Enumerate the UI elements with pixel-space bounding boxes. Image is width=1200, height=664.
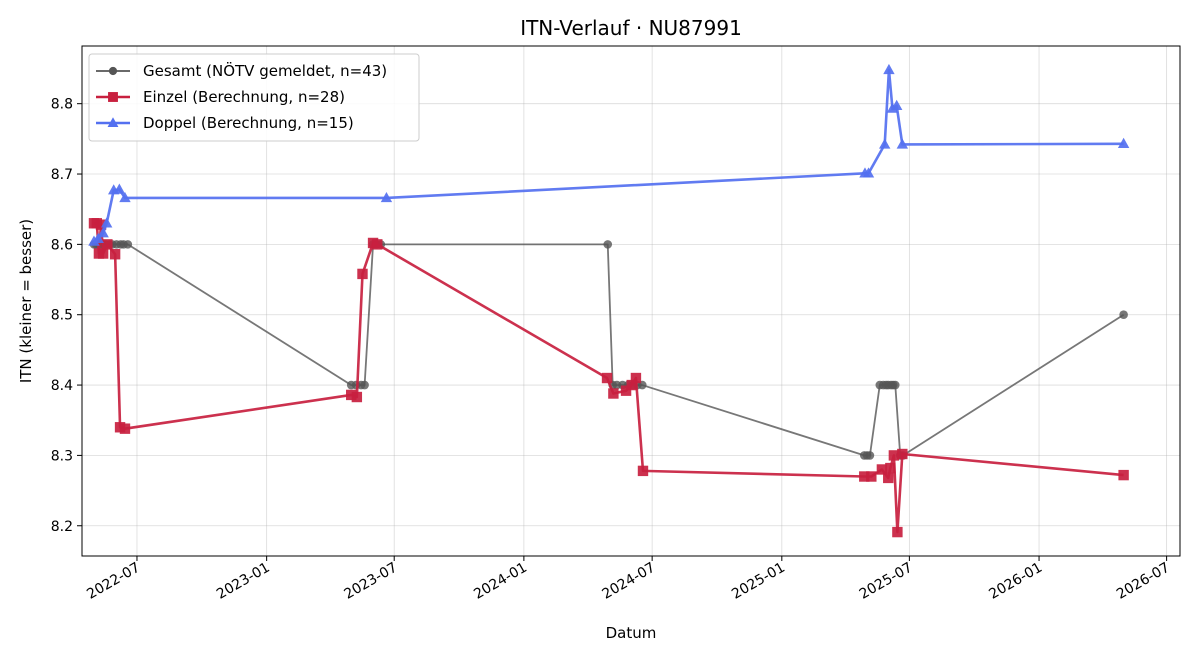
series-2 [88, 63, 1130, 246]
series-line [93, 243, 1125, 457]
data-point-square [357, 268, 368, 280]
data-point-square [876, 464, 888, 475]
data-point-triangle [113, 183, 126, 194]
data-point-triangle [97, 227, 109, 238]
x-tick-label: 2022-07 [84, 560, 143, 603]
legend: Gesamt (NÖTV gemeldet, n=43) Einzel (Bere… [88, 53, 420, 142]
data-point-square [885, 462, 896, 474]
data-point-triangle [92, 232, 104, 243]
data-point-square [346, 389, 357, 401]
data-point-square [119, 423, 131, 434]
data-point-square [888, 450, 900, 461]
data-point-square [630, 372, 642, 384]
legend-label: Einzel (Berechnung, n=28) [143, 88, 345, 106]
y-tick-label: 8.2 [51, 519, 73, 535]
series-1 [88, 218, 1129, 538]
data-point-circle [890, 380, 900, 390]
data-point-square [892, 526, 903, 538]
y-axis-title: ITN (kleiner = besser) [17, 219, 35, 383]
data-point-square [95, 219, 107, 230]
legend-marker [108, 66, 118, 76]
data-point-square [637, 465, 649, 477]
y-tick-label: 8.3 [51, 448, 73, 464]
legend-marker [107, 117, 119, 127]
x-tick-label: 2023-01 [214, 560, 273, 603]
legend-box [88, 53, 420, 142]
y-tick-label: 8.7 [51, 167, 73, 183]
x-tick-label: 2026-01 [986, 560, 1045, 603]
x-axis-title: Datum [606, 624, 657, 642]
chart-title: ITN-Verlauf · NU87991 [520, 16, 742, 40]
data-point-triangle [862, 167, 875, 178]
data-point-circle [1119, 310, 1128, 320]
data-point-square [866, 471, 877, 482]
data-point-square [626, 379, 637, 391]
data-point-square [372, 239, 383, 250]
x-tick-label: 2025-07 [857, 560, 916, 603]
plot-frame [81, 45, 1181, 557]
data-point-circle [603, 240, 613, 249]
data-point-triangle [890, 99, 903, 110]
y-tick-label: 8.5 [51, 308, 73, 324]
data-point-square [351, 391, 363, 403]
data-point-triangle [883, 63, 895, 75]
legend-label: Gesamt (NÖTV gemeldet, n=43) [143, 61, 387, 80]
plot-series [88, 63, 1130, 538]
data-point-square [102, 239, 113, 250]
data-point-triangle [380, 191, 393, 203]
y-tick-label: 8.6 [51, 237, 73, 253]
data-point-circle [123, 240, 133, 249]
legend-marker [108, 92, 118, 102]
x-tick-label: 2024-01 [471, 560, 530, 603]
y-tick-label: 8.4 [51, 378, 73, 394]
data-point-square [109, 249, 121, 260]
y-tick-label: 8.8 [51, 97, 73, 113]
data-point-circle [865, 451, 875, 460]
data-point-square [859, 471, 870, 482]
data-point-circle [360, 380, 369, 390]
data-point-triangle [119, 191, 131, 203]
x-tick-label: 2024-07 [599, 560, 658, 603]
data-point-square [620, 385, 632, 396]
data-point-square [608, 388, 619, 399]
data-point-triangle [879, 138, 891, 149]
x-tick-label: 2025-01 [729, 560, 788, 603]
data-point-triangle [896, 138, 909, 149]
series-0 [89, 240, 1128, 460]
x-tick-label: 2023-07 [342, 560, 401, 603]
data-point-square [1118, 469, 1129, 481]
data-point-square [601, 372, 613, 384]
x-tick-label: 2026-07 [1114, 560, 1173, 603]
legend-label: Doppel (Berechnung, n=15) [143, 114, 354, 132]
data-point-square [883, 472, 894, 484]
data-point-square [97, 248, 109, 259]
data-point-square [897, 448, 908, 460]
data-point-triangle [100, 217, 113, 228]
grid [82, 46, 1180, 556]
data-point-triangle [1117, 137, 1130, 148]
